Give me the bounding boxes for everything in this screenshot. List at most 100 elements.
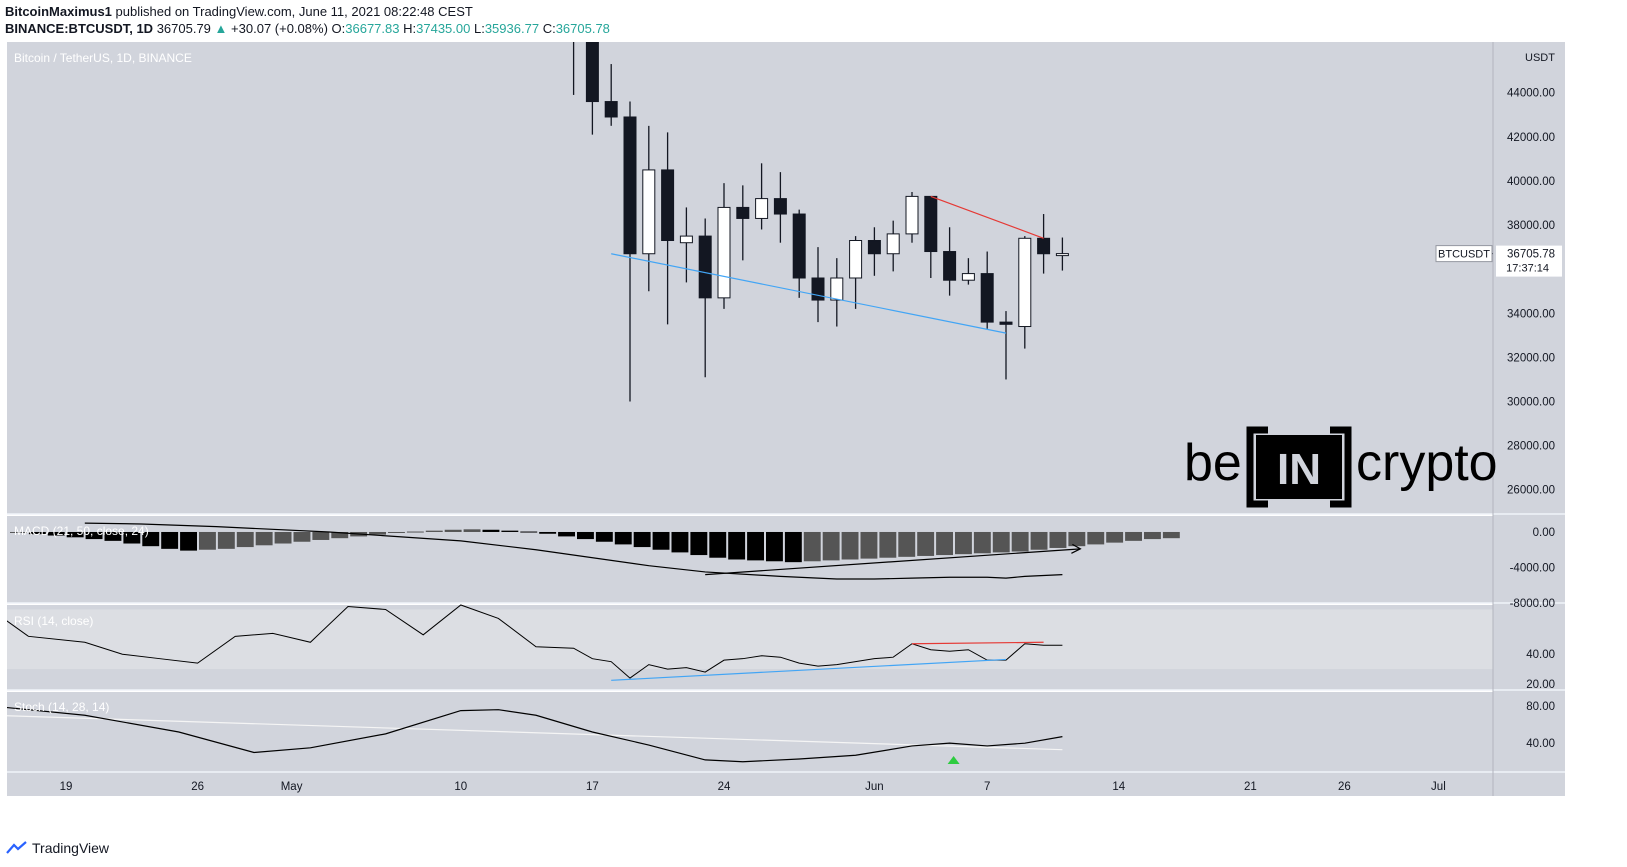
macd-trend-arrow [705, 548, 1081, 576]
macd-histogram-bar [28, 531, 46, 535]
resistance-trendline [930, 195, 1044, 239]
ohlc-line: BINANCE:BTCUSDT, 1D 36705.79 ▲ +30.07 (+… [5, 21, 610, 36]
macd-histogram-bar [180, 531, 197, 551]
macd-histogram-bar [709, 531, 727, 558]
time-tick-label: 10 [454, 781, 467, 793]
logo-bracket-left [1246, 426, 1268, 508]
time-tick-label: May [281, 781, 303, 793]
stoch-title: Stoch (14, 28, 14) [14, 700, 109, 714]
candle [867, 240, 881, 255]
macd-histogram-bar [558, 531, 575, 537]
rsi-tick-label: 40.00 [1526, 649, 1555, 661]
macd-histogram-bar [1144, 531, 1161, 540]
candle [623, 116, 637, 255]
countdown-label: 17:37:14 [1506, 263, 1549, 275]
macd-tick-label: -8000.00 [1510, 598, 1555, 610]
macd-histogram-bar [331, 531, 349, 539]
macd-histogram-bar [406, 531, 424, 533]
macd-histogram-bar [652, 531, 670, 550]
macd-histogram-bar [1162, 531, 1180, 539]
macd-histogram-bar [1125, 531, 1142, 541]
macd-line [84, 522, 1063, 580]
beincrypto-logo: be IN crypto [1184, 426, 1498, 508]
stoch-pane [7, 692, 1493, 772]
candle [568, 38, 580, 40]
macd-histogram-bar [274, 531, 292, 544]
macd-histogram-bar [766, 531, 783, 562]
logo-bracket-right [1330, 426, 1352, 508]
low-value: 35936.77 [484, 21, 540, 36]
macd-histogram-bar [1011, 531, 1029, 552]
footer: TradingView [6, 840, 109, 856]
macd-histogram-bar [577, 531, 594, 540]
candle [773, 198, 787, 215]
close-label: C: [542, 21, 556, 36]
candle [999, 321, 1013, 325]
time-tick-label: 21 [1244, 781, 1257, 793]
close-value: 36705.78 [555, 21, 610, 36]
price-axis-bg [1493, 42, 1565, 796]
macd-histogram-bar [123, 531, 141, 544]
candle [961, 273, 975, 281]
macd-histogram-bar [690, 531, 708, 556]
candle [679, 235, 693, 244]
macd-histogram-bar [973, 531, 991, 554]
candle [1037, 237, 1051, 255]
macd-title: MACD (21, 50, close, 24) [14, 524, 149, 538]
candle [830, 277, 844, 301]
macd-histogram-bar [936, 531, 953, 556]
candle [1055, 253, 1069, 257]
macd-histogram-bar [860, 531, 878, 559]
symbol-line[interactable]: BINANCE:BTCUSDT, 1D [5, 21, 154, 36]
time-axis-bg [7, 772, 1493, 796]
macd-histogram-bar [142, 531, 160, 547]
candle [642, 169, 656, 255]
macd-arrow-head [1071, 543, 1082, 554]
macd-histogram-bar [293, 531, 311, 542]
macd-histogram-bar [671, 531, 689, 553]
macd-histogram-bar [388, 531, 405, 533]
logo-crypto: crypto [1356, 434, 1498, 492]
time-tick-label: 26 [191, 781, 204, 793]
rsi-support-trendline [611, 658, 1007, 681]
author-name[interactable]: BitcoinMaximus1 [5, 4, 112, 19]
time-tick-label: Jun [865, 781, 884, 793]
macd-histogram-bar [992, 531, 1010, 553]
macd-histogram-bar [104, 531, 122, 541]
macd-histogram-bar [633, 531, 651, 548]
price-change: +30.07 (+0.08%) [231, 21, 328, 36]
low-label: L: [473, 21, 485, 36]
macd-histogram-bar [47, 531, 65, 536]
symbol-tag-label: BTCUSDT [1438, 249, 1490, 261]
candle [717, 206, 731, 299]
macd-histogram-bar [85, 531, 103, 540]
stoch-line [7, 706, 1063, 763]
logo-in: IN [1277, 445, 1321, 494]
macd-histogram-bar [841, 531, 859, 560]
rsi-title: RSI (14, close) [14, 614, 93, 628]
time-tick-label: 24 [718, 781, 731, 793]
candle [736, 206, 750, 219]
macd-histogram-bar [66, 531, 84, 538]
price-tick-label: 30000.00 [1507, 397, 1555, 409]
time-tick-label: 26 [1338, 781, 1351, 793]
macd-histogram-bar [803, 531, 821, 562]
macd-tick-label: -4000.00 [1510, 562, 1555, 574]
last-price-label: 36705.78 [1507, 249, 1555, 261]
macd-histogram-bar [161, 531, 179, 549]
macd-histogram-bar [1087, 531, 1105, 545]
rsi-tick-label: 20.00 [1526, 679, 1555, 691]
macd-histogram-bar [463, 529, 481, 532]
tradingview-logo-icon [6, 841, 27, 854]
macd-histogram-bar [217, 531, 235, 549]
price-pane [7, 42, 1493, 514]
tradingview-brand[interactable]: TradingView [32, 840, 110, 856]
price-tick-label: 38000.00 [1507, 220, 1555, 232]
candle [792, 213, 806, 279]
chart-canvas[interactable]: Bitcoin / TetherUS, 1D, BINANCE 44000.00 4… [0, 0, 1627, 835]
macd-histogram-bar [595, 531, 613, 542]
last-price-box [1496, 245, 1562, 277]
candle [924, 195, 938, 253]
publish-info: BitcoinMaximus1 published on TradingView… [5, 4, 473, 19]
macd-histogram-bar [898, 531, 916, 557]
